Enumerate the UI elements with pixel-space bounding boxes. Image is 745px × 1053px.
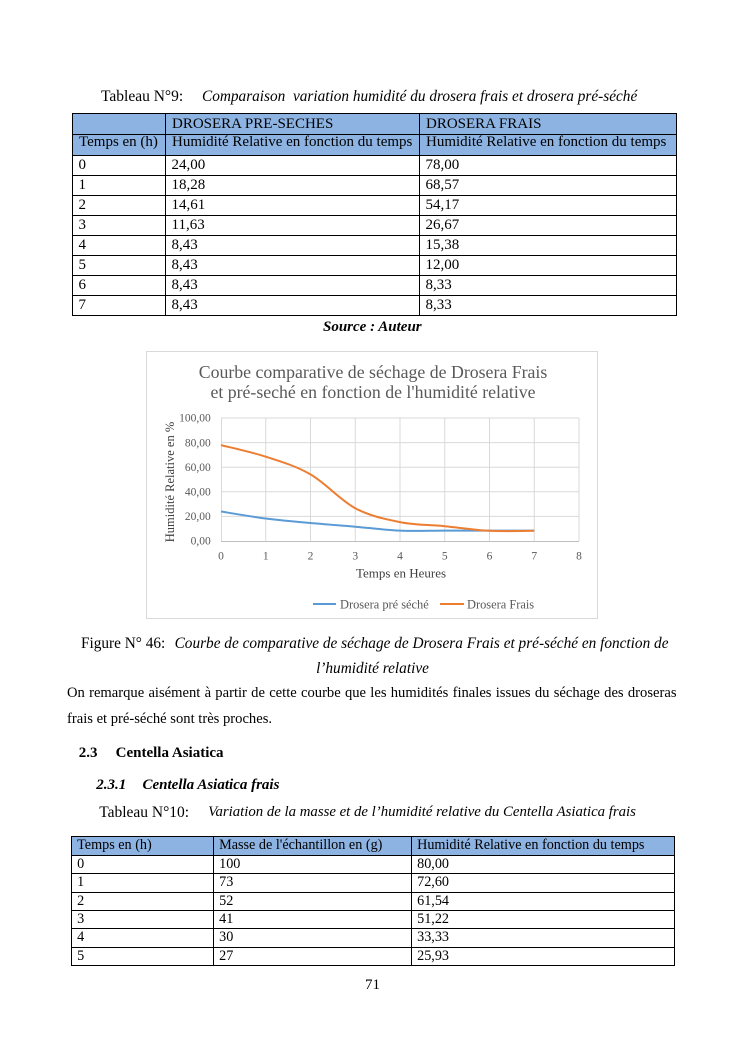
svg-text:Drosera pré séché: Drosera pré séché [340, 597, 429, 611]
svg-text:3: 3 [352, 550, 358, 562]
svg-text:6: 6 [487, 550, 493, 562]
svg-text:80,00: 80,00 [185, 437, 211, 449]
svg-text:Courbe comparative de séchage: Courbe comparative de séchage de Drosera… [199, 362, 548, 382]
svg-text:4: 4 [397, 550, 403, 562]
svg-text:Drosera Frais: Drosera Frais [467, 597, 534, 611]
svg-text:et pré-seché en fonction de l': et pré-seché en fonction de l'humidité r… [210, 382, 535, 402]
svg-text:1: 1 [263, 550, 269, 562]
svg-text:2: 2 [308, 550, 314, 562]
svg-text:0,00: 0,00 [191, 536, 211, 548]
svg-text:7: 7 [531, 550, 537, 562]
svg-text:100,00: 100,00 [179, 413, 211, 425]
svg-text:Humidité Relative en %: Humidité Relative en % [163, 422, 177, 542]
svg-text:0: 0 [218, 550, 224, 562]
svg-text:40,00: 40,00 [185, 487, 211, 499]
svg-text:60,00: 60,00 [185, 462, 211, 474]
svg-text:8: 8 [576, 550, 582, 562]
svg-text:20,00: 20,00 [185, 511, 211, 523]
svg-text:5: 5 [442, 550, 448, 562]
svg-text:Temps en Heures: Temps en Heures [356, 566, 446, 581]
